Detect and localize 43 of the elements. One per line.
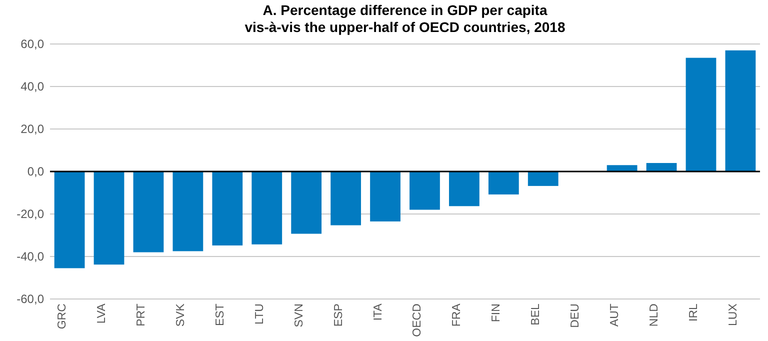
bar [212, 172, 243, 246]
x-tick-label: IRL [688, 303, 700, 322]
x-tick-label: LVA [96, 303, 108, 324]
bar [449, 172, 480, 206]
bar [528, 172, 558, 186]
bar [370, 172, 400, 222]
x-tick-label: PRT [135, 304, 148, 326]
y-tick-label: 40,0 [20, 79, 44, 94]
bar [54, 172, 85, 268]
y-tick-label: -60,0 [16, 292, 44, 306]
bar [172, 172, 204, 252]
x-tick-label: DEU [570, 304, 582, 328]
bar [410, 172, 440, 210]
x-tick-label: EST [214, 304, 226, 326]
x-tick-label: BEL [530, 303, 542, 326]
y-tick-label: -20,0 [16, 206, 44, 221]
x-tick-label: LTU [254, 304, 266, 324]
x-tick-label: SVN [293, 304, 306, 328]
x-tick-label: OECD [412, 304, 424, 337]
bar [94, 172, 124, 265]
y-tick-label: 60,0 [20, 36, 44, 51]
chart-title: A. Percentage difference in GDP per capita vis-à-vis the upper-half of OECD countries, 2018 [244, 2, 566, 35]
x-tick-label: GRC [56, 304, 69, 330]
x-tick-label: AUT [609, 304, 622, 327]
x-tick-label: ESP [332, 303, 345, 327]
bar [330, 172, 361, 226]
bar [725, 50, 756, 172]
x-tick-label: SVK [174, 303, 187, 327]
y-tick-label: 0,0 [27, 164, 44, 178]
x-tick-label: LUX [727, 303, 740, 326]
bar [252, 172, 282, 244]
x-tick-label: FRA [451, 303, 464, 327]
bar [291, 172, 322, 234]
x-tick-label: ITA [372, 303, 384, 321]
x-tick-label: FIN [490, 304, 503, 322]
y-tick-label: 20,0 [20, 122, 44, 136]
bar [133, 172, 164, 252]
y-tick-label: -40,0 [16, 249, 44, 264]
bar [646, 163, 677, 172]
bar [606, 165, 638, 172]
bar [488, 172, 519, 194]
x-tick-label: NLD [648, 304, 661, 327]
bar [686, 58, 716, 172]
